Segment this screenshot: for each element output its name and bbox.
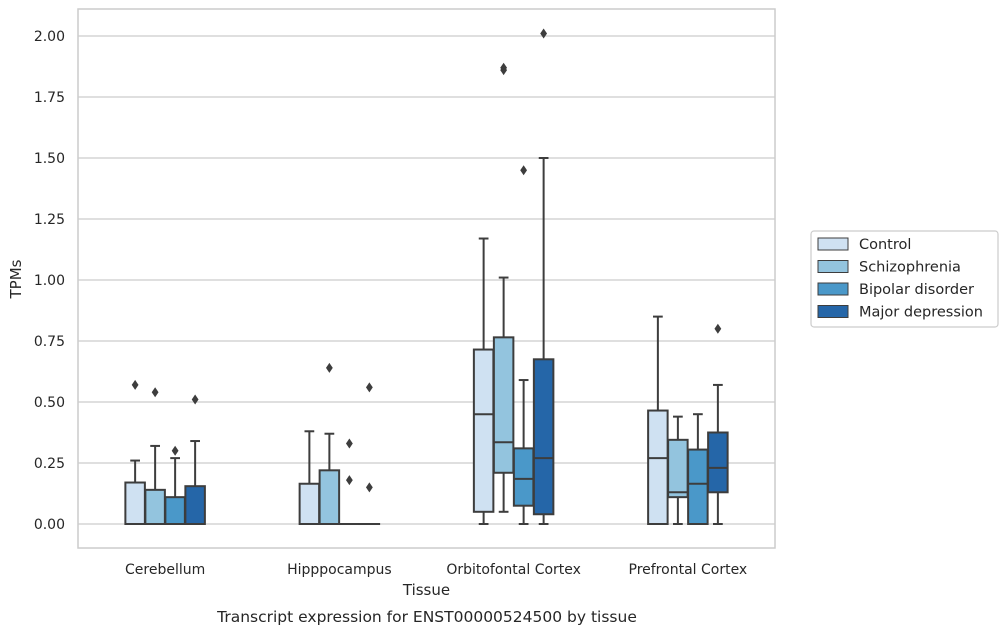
y-tick-label: 0.00 <box>34 517 65 533</box>
legend-label: Control <box>859 237 911 253</box>
box-hipppocampus-bipolar-disorder <box>338 438 361 526</box>
y-tick-label: 1.75 <box>34 90 65 106</box>
outlier-point <box>151 387 159 398</box>
y-tick-label: 2.00 <box>34 29 65 45</box>
box-cerebellum-schizophrenia <box>144 387 166 525</box>
box-iqr <box>318 469 341 526</box>
x-tick-label: Hipppocampus <box>287 562 392 578</box>
legend-label: Schizophrenia <box>859 260 961 276</box>
legend-frame <box>810 230 999 328</box>
outlier-point <box>345 475 353 486</box>
box-iqr <box>298 482 321 525</box>
outlier-point <box>500 62 508 73</box>
legend-label: Bipolar disorder <box>859 282 974 298</box>
box-iqr <box>164 496 186 526</box>
box-cerebellum-bipolar-disorder <box>164 445 186 526</box>
box-iqr <box>707 431 729 494</box>
box-hipppocampus-schizophrenia <box>318 362 341 526</box>
legend-swatch <box>817 260 849 273</box>
box-iqr <box>512 447 535 507</box>
box-prefrontal-cortex-bipolar-disorder <box>687 413 709 525</box>
box-iqr <box>184 485 206 525</box>
y-tick-label: 1.00 <box>34 273 65 289</box>
box-hipppocampus-major-depression <box>358 382 381 526</box>
plot-frame <box>77 8 776 549</box>
box-prefrontal-cortex-schizophrenia <box>667 415 689 525</box>
legend-item: Control <box>817 237 911 253</box>
y-tick-label: 1.25 <box>34 212 65 228</box>
outlier-point <box>365 382 373 393</box>
box-iqr <box>124 481 146 525</box>
outlier-point <box>191 394 199 405</box>
y-tick-label: 1.50 <box>34 151 65 167</box>
outlier-point <box>345 438 353 449</box>
box-iqr <box>647 409 669 526</box>
legend: Control Schizophrenia Bipolar disorder Majo… <box>810 230 999 328</box>
y-axis-label: TPMs <box>7 259 25 299</box>
box-cerebellum-control <box>124 379 146 525</box>
legend-swatch <box>817 282 849 296</box>
box-cerebellum-major-depression <box>184 394 206 525</box>
legend-swatch <box>817 237 849 251</box>
x-tick-label: Prefrontal Cortex <box>629 562 748 578</box>
box-prefrontal-cortex-major-depression <box>707 323 729 525</box>
y-tick-label: 0.75 <box>34 334 65 350</box>
box-iqr <box>532 358 555 516</box>
legend-item: Bipolar disorder <box>817 282 974 298</box>
legend-swatch <box>817 305 849 318</box>
y-tick-label: 0.50 <box>34 395 65 411</box>
outlier-point <box>520 165 528 176</box>
legend-label: Major depression <box>859 305 983 321</box>
x-axis-label: Tissue <box>402 581 450 599</box>
y-tick-labels: 0.00 0.25 0.50 0.75 1.00 1.25 1.50 1.75 2.00 <box>34 29 65 533</box>
outlier-point <box>171 445 179 456</box>
outlier-point <box>365 482 373 493</box>
y-tick-label: 0.25 <box>34 456 65 472</box>
box-series-layer <box>124 28 729 526</box>
box-orbitofontal-cortex-schizophrenia <box>492 62 515 513</box>
chart-caption: Transcript expression for ENST0000052450… <box>216 608 637 626</box>
box-orbitofontal-cortex-control <box>472 237 495 525</box>
legend-item: Major depression <box>817 305 983 321</box>
box-iqr <box>492 336 515 474</box>
box-iqr <box>687 448 709 525</box>
x-tick-label: Orbitofontal Cortex <box>446 562 581 578</box>
outlier-point <box>714 323 722 334</box>
outlier-point <box>540 28 548 39</box>
box-hipppocampus-control <box>298 430 321 525</box>
box-iqr <box>144 488 166 525</box>
x-tick-label: Cerebellum <box>125 562 205 578</box>
outlier-point <box>131 379 139 390</box>
legend-item: Schizophrenia <box>817 260 961 276</box>
box-iqr <box>472 348 495 513</box>
outlier-point <box>325 362 333 373</box>
x-tick-labels: Cerebellum Hipppocampus Orbitofontal Corte… <box>125 562 747 578</box>
box-iqr <box>667 438 689 499</box>
box-orbitofontal-cortex-major-depression <box>532 28 555 525</box>
box-prefrontal-cortex-control <box>647 315 669 526</box>
